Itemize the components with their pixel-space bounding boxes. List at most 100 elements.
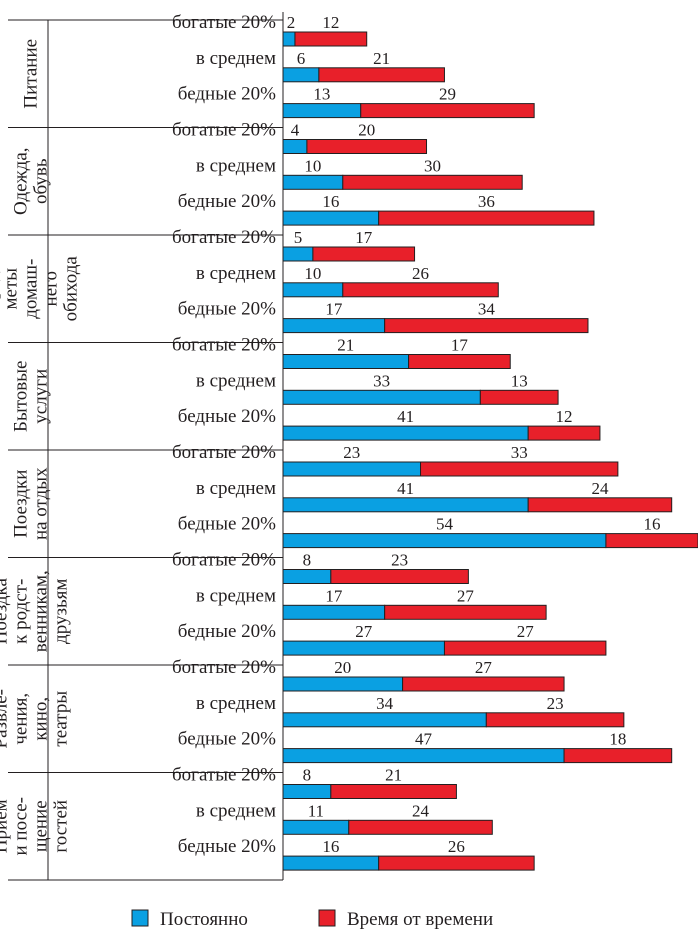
value-label-permanent: 54 bbox=[436, 515, 454, 534]
bar-permanent bbox=[282, 784, 332, 799]
legend-swatch-permanent bbox=[131, 909, 149, 927]
value-label-occasional: 34 bbox=[478, 300, 496, 319]
value-label-permanent: 23 bbox=[343, 443, 360, 462]
value-label-occasional: 12 bbox=[322, 13, 339, 32]
group-label: друзьям bbox=[51, 579, 72, 644]
row-label: в среднем bbox=[196, 370, 276, 391]
value-label-occasional: 27 bbox=[457, 586, 475, 605]
bar-permanent bbox=[282, 748, 565, 764]
bar-occasional bbox=[485, 712, 625, 728]
bar-permanent bbox=[282, 67, 320, 83]
bar-permanent bbox=[282, 712, 487, 728]
bar-occasional bbox=[348, 819, 493, 835]
value-label-occasional: 21 bbox=[385, 766, 402, 785]
bar-permanent bbox=[282, 354, 410, 369]
value-label-permanent: 16 bbox=[322, 192, 339, 211]
value-label-occasional: 26 bbox=[412, 264, 429, 283]
value-label-occasional: 24 bbox=[591, 479, 609, 498]
row-label: в среднем bbox=[196, 478, 276, 499]
value-label-permanent: 10 bbox=[304, 264, 321, 283]
value-label-occasional: 36 bbox=[478, 192, 495, 211]
group-label: на отдых bbox=[31, 467, 52, 540]
group-label: меты bbox=[1, 268, 22, 310]
value-label-occasional: 16 bbox=[643, 515, 660, 534]
group-label: Поездка bbox=[0, 578, 12, 645]
value-label-occasional: 18 bbox=[609, 730, 626, 749]
row-label: в среднем bbox=[196, 693, 276, 714]
value-label-permanent: 8 bbox=[303, 551, 312, 570]
bar-occasional bbox=[330, 569, 469, 584]
value-label-occasional: 20 bbox=[358, 121, 375, 140]
row-label: бедные 20% bbox=[178, 191, 276, 212]
bar-occasional bbox=[294, 31, 368, 47]
bar-permanent bbox=[282, 282, 344, 298]
bar-occasional bbox=[420, 461, 619, 477]
bar-permanent bbox=[282, 497, 529, 513]
value-label-permanent: 41 bbox=[397, 479, 414, 498]
row-label: богатые 20% bbox=[172, 657, 276, 678]
bar-occasional bbox=[384, 318, 589, 334]
value-label-permanent: 34 bbox=[376, 694, 394, 713]
row-label: богатые 20% bbox=[172, 442, 276, 463]
bar-permanent bbox=[282, 604, 386, 620]
group-label: обихода bbox=[61, 256, 82, 322]
value-label-permanent: 17 bbox=[325, 586, 343, 605]
bar-permanent bbox=[282, 533, 607, 549]
group-label: него bbox=[41, 271, 62, 306]
group-label: щение bbox=[31, 800, 52, 852]
legend-label-occasional: Время от времени bbox=[347, 909, 493, 930]
bar-occasional bbox=[306, 139, 428, 154]
bar-occasional bbox=[378, 210, 595, 226]
bar-permanent bbox=[282, 318, 386, 334]
bar-occasional bbox=[318, 67, 445, 83]
value-label-permanent: 41 bbox=[397, 407, 414, 426]
bar-permanent bbox=[282, 569, 332, 584]
bar-permanent bbox=[282, 461, 422, 477]
group-label: чения, bbox=[11, 693, 32, 745]
row-label: бедные 20% bbox=[178, 299, 276, 320]
group-label: кино, bbox=[31, 697, 52, 741]
row-label: богатые 20% bbox=[172, 12, 276, 33]
row-label: в среднем bbox=[196, 48, 276, 69]
value-label-permanent: 13 bbox=[313, 85, 330, 104]
group-label: Пред- bbox=[0, 265, 2, 312]
bar-occasional bbox=[408, 354, 511, 369]
value-label-permanent: 21 bbox=[337, 336, 354, 355]
bar-occasional bbox=[443, 640, 607, 656]
value-label-permanent: 27 bbox=[355, 622, 373, 641]
bar-permanent bbox=[282, 210, 380, 226]
group-label: театры bbox=[51, 691, 72, 747]
value-label-occasional: 23 bbox=[391, 551, 408, 570]
value-label-permanent: 4 bbox=[291, 121, 300, 140]
row-label: богатые 20% bbox=[172, 227, 276, 248]
bar-permanent bbox=[282, 676, 404, 692]
bar-occasional bbox=[360, 103, 535, 119]
bar-permanent bbox=[282, 819, 350, 835]
value-label-occasional: 17 bbox=[355, 228, 373, 247]
bar-permanent bbox=[282, 139, 308, 154]
row-label: бедные 20% bbox=[178, 406, 276, 427]
bar-occasional bbox=[312, 246, 416, 262]
group-label: обувь bbox=[31, 158, 52, 204]
value-label-permanent: 17 bbox=[325, 300, 343, 319]
value-label-occasional: 30 bbox=[424, 156, 441, 175]
value-label-occasional: 29 bbox=[439, 85, 456, 104]
group-label: и посе- bbox=[11, 797, 32, 855]
row-label: богатые 20% bbox=[172, 335, 276, 356]
bar-occasional bbox=[378, 855, 535, 871]
bar-occasional bbox=[527, 497, 673, 513]
row-label: в среднем bbox=[196, 155, 276, 176]
group-label: услуги bbox=[31, 369, 52, 424]
bar-permanent bbox=[282, 389, 481, 405]
bar-occasional bbox=[605, 533, 698, 549]
bar-permanent bbox=[282, 31, 296, 47]
group-label: венникам, bbox=[31, 570, 52, 652]
group-label: к родст- bbox=[11, 579, 32, 644]
value-label-occasional: 27 bbox=[517, 622, 535, 641]
row-label: бедные 20% bbox=[178, 729, 276, 750]
group-label: Бытовые bbox=[11, 361, 32, 432]
bar-occasional bbox=[330, 784, 457, 799]
value-label-permanent: 47 bbox=[415, 730, 433, 749]
bar-occasional bbox=[527, 425, 601, 441]
